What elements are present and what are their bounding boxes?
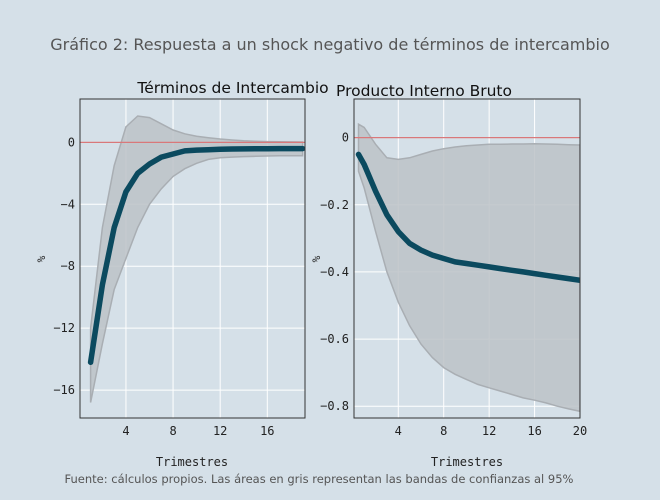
plot-content bbox=[80, 115, 305, 403]
y-tick-label: −0.6 bbox=[320, 332, 349, 346]
panel-producto-interno-bruto: Producto Interno Bruto Trimestres % 4 8 12… bbox=[310, 82, 587, 469]
y-tick-label: −12 bbox=[53, 321, 75, 335]
y-tick-label: −8 bbox=[61, 259, 75, 273]
x-tick-label: 4 bbox=[122, 424, 129, 438]
y-tick-label: 0 bbox=[68, 135, 75, 149]
plot-content bbox=[354, 122, 580, 413]
y-axis-label: % bbox=[35, 255, 48, 262]
x-tick-label: 4 bbox=[395, 424, 402, 438]
x-tick-label: 12 bbox=[213, 424, 227, 438]
y-tick-label: −0.8 bbox=[320, 399, 349, 413]
panel-terminos-de-intercambio: Términos de Intercambio Trimestres % 4 8 1… bbox=[35, 79, 329, 469]
chart-title: Gráfico 2: Respuesta a un shock negativo… bbox=[50, 35, 610, 54]
x-tick-label: 16 bbox=[527, 424, 541, 438]
x-tick-label: 8 bbox=[440, 424, 447, 438]
confidence-band bbox=[357, 122, 580, 413]
y-tick-label: −4 bbox=[61, 197, 75, 211]
panel-title: Producto Interno Bruto bbox=[336, 82, 512, 100]
x-tick-label: 20 bbox=[573, 424, 587, 438]
x-axis-label: Trimestres bbox=[431, 455, 503, 469]
plot-frame bbox=[79, 98, 306, 419]
panel-title: Términos de Intercambio bbox=[136, 79, 328, 97]
response-line bbox=[355, 151, 580, 284]
response-line bbox=[87, 145, 305, 366]
x-tick-label: 8 bbox=[169, 424, 176, 438]
confidence-band bbox=[89, 115, 304, 403]
y-tick-label: −16 bbox=[53, 383, 75, 397]
y-tick-label: −0.2 bbox=[320, 198, 349, 212]
x-tick-label: 16 bbox=[260, 424, 274, 438]
y-axis-label: % bbox=[310, 255, 323, 262]
plot-frame bbox=[353, 98, 581, 419]
x-axis-label: Trimestres bbox=[156, 455, 228, 469]
x-tick-label: 12 bbox=[482, 424, 496, 438]
y-tick-label: −0.4 bbox=[320, 265, 349, 279]
source-note: Fuente: cálculos propios. Las áreas en g… bbox=[65, 472, 574, 486]
y-tick-label: 0 bbox=[342, 131, 349, 145]
